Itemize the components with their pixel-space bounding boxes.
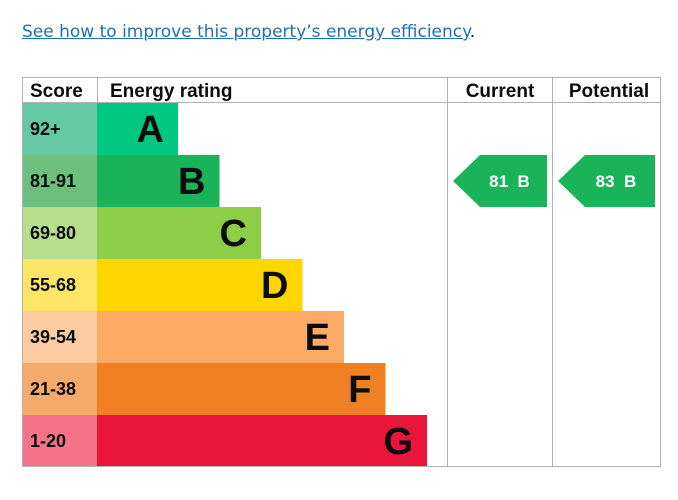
intro-trailing: . (469, 22, 476, 42)
rating-letter: E (305, 317, 330, 359)
score-range-label: 81-91 (30, 171, 76, 191)
rating-bar (97, 259, 303, 311)
score-range-label: 1-20 (30, 431, 66, 451)
rating-bands: 92+ A 81-91 B 69-80 C 55-68 D 39-54 E 21-38 F 1-20 G (22, 103, 427, 467)
header-score: Score (30, 81, 83, 102)
score-cell (22, 155, 97, 207)
rating-markers: 81 B 83 B (453, 155, 655, 207)
score-cell (22, 311, 97, 363)
rating-letter: F (348, 369, 371, 411)
rating-bar (97, 155, 220, 207)
table-header: Score Energy rating Current Potential (22, 77, 661, 103)
rating-bar (97, 311, 344, 363)
rating-letter: G (383, 421, 413, 463)
current-rating-arrow (453, 155, 547, 207)
band-e: 39-54 E (22, 311, 344, 363)
band-a: 92+ A (22, 103, 178, 155)
rating-bar (97, 103, 178, 155)
score-range-label: 21-38 (30, 379, 76, 399)
score-cell (22, 363, 97, 415)
score-range-label: 39-54 (30, 327, 76, 347)
score-range-label: 69-80 (30, 223, 76, 243)
score-range-label: 55-68 (30, 275, 76, 295)
intro-text: See how to improve this property’s energ… (22, 22, 475, 42)
current-rating-label: 81 B (489, 172, 530, 191)
band-b: 81-91 B (22, 155, 220, 207)
header-current: Current (466, 81, 535, 102)
score-cell (22, 103, 97, 155)
current-rating: 81 B (453, 155, 547, 207)
band-d: 55-68 D (22, 259, 303, 311)
table-frame (22, 77, 661, 467)
score-cell (22, 207, 97, 259)
potential-rating-arrow (558, 155, 655, 207)
band-f: 21-38 F (22, 363, 386, 415)
header-potential: Potential (569, 81, 649, 102)
header-energy-rating: Energy rating (110, 81, 232, 102)
band-c: 69-80 C (22, 207, 261, 259)
score-cell (22, 415, 97, 467)
rating-letter: A (137, 109, 164, 151)
band-g: 1-20 G (22, 415, 427, 467)
rating-bar (97, 207, 261, 259)
improve-efficiency-link[interactable]: See how to improve this property’s energ… (22, 22, 470, 42)
score-range-label: 92+ (30, 119, 61, 139)
potential-rating: 83 B (558, 155, 655, 207)
rating-letter: D (261, 265, 288, 307)
rating-letter: C (220, 213, 247, 255)
rating-bar (97, 363, 386, 415)
rating-letter: B (178, 161, 205, 203)
potential-rating-label: 83 B (596, 172, 637, 191)
score-cell (22, 259, 97, 311)
rating-bar (97, 415, 427, 467)
